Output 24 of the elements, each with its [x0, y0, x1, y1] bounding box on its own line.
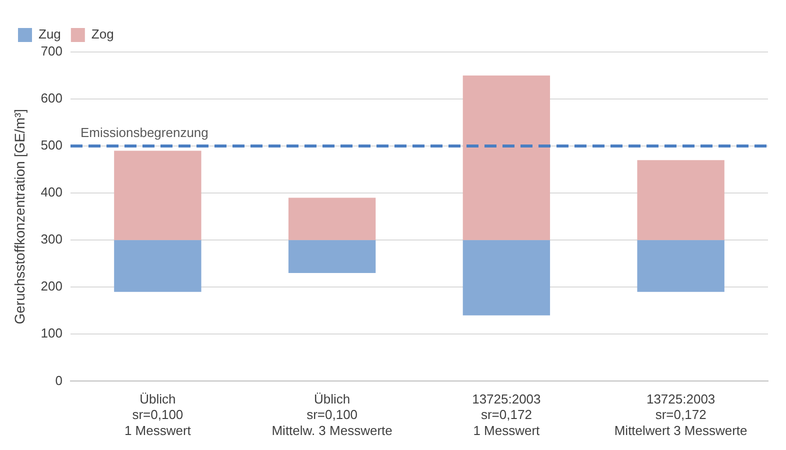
bar	[114, 240, 202, 292]
bar	[462, 76, 550, 240]
bar	[462, 240, 550, 316]
bar	[288, 240, 376, 274]
bar	[114, 150, 202, 240]
bar	[288, 198, 376, 240]
ref-line-label: Emissionsbegrenzung	[80, 125, 208, 140]
bar	[637, 160, 724, 240]
x-tick-label: 13725:2003 sr=0,172 1 Messwert	[472, 392, 541, 438]
y-axis-title: Geruchsstoffkonzentration [GE/m³]	[11, 108, 28, 324]
bar	[637, 240, 724, 292]
legend-label: Zog	[91, 26, 114, 42]
x-tick-label: Üblich sr=0,100 Mittelw. 3 Messwerte	[272, 392, 392, 438]
y-tick-label: 700	[40, 44, 62, 59]
y-tick-label: 500	[40, 138, 62, 153]
x-tick-label: Üblich sr=0,100 1 Messwert	[124, 392, 192, 438]
y-tick-label: 400	[40, 184, 62, 200]
x-tick-label: 13725:2003 sr=0,172 Mittelwert 3 Messwerte	[614, 392, 748, 438]
y-tick-label: 600	[40, 90, 62, 106]
legend-label: Zug	[38, 26, 61, 42]
y-tick-label: 100	[40, 326, 62, 341]
y-tick-label: 300	[40, 232, 62, 247]
y-tick-label: 200	[40, 278, 62, 294]
y-tick-label: 0	[55, 372, 62, 388]
